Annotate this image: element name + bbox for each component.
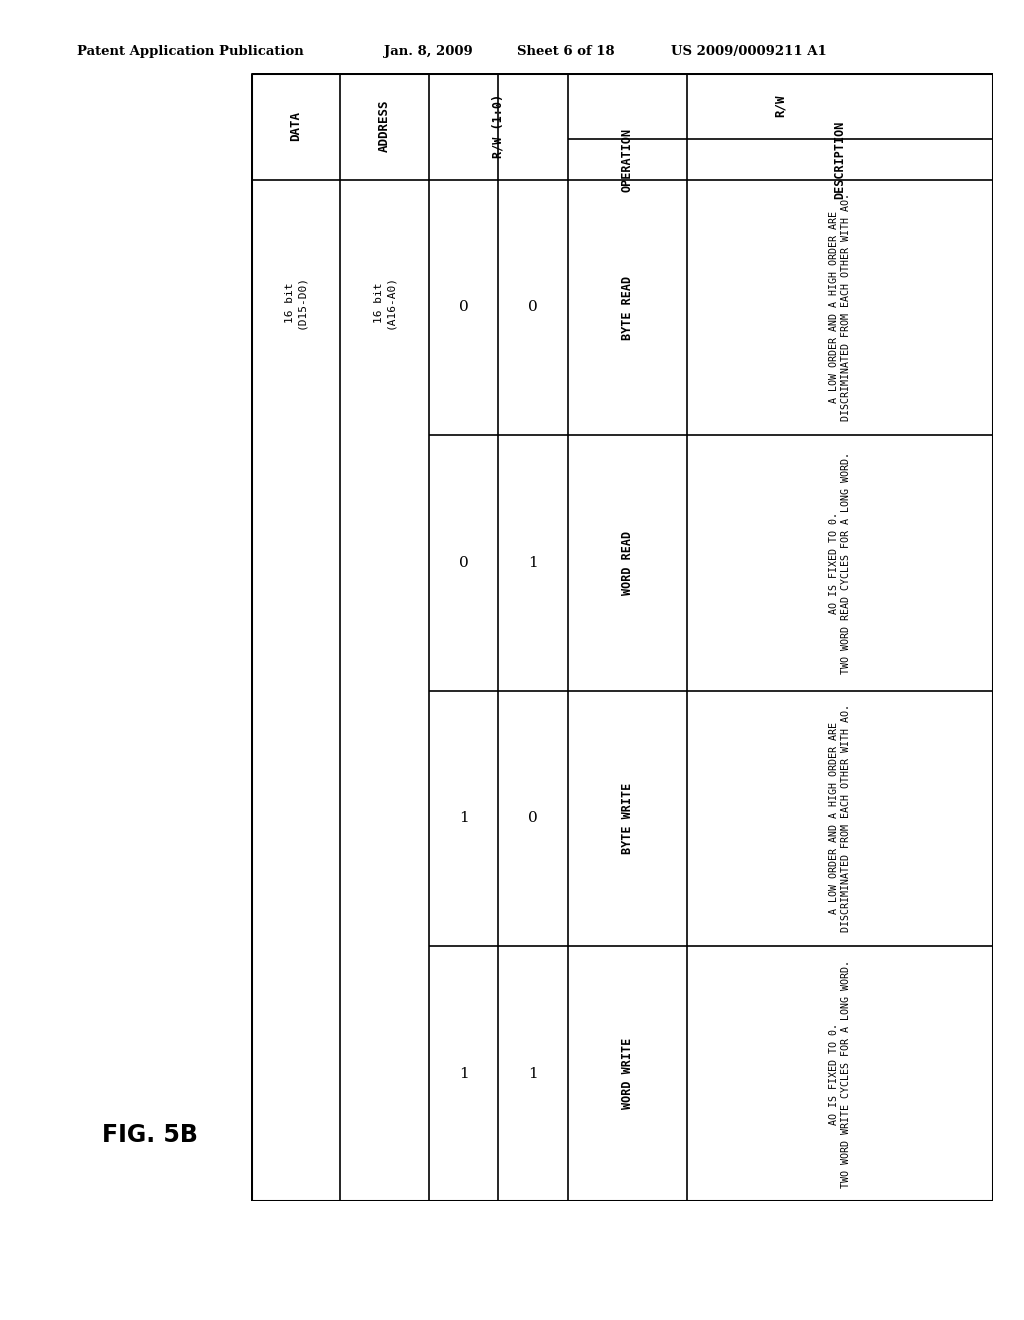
Text: DESCRIPTION: DESCRIPTION	[834, 120, 847, 198]
Text: 0: 0	[528, 812, 538, 825]
Text: 0: 0	[459, 556, 468, 570]
Text: 16 bit
(A16-A0): 16 bit (A16-A0)	[374, 276, 395, 330]
Text: BYTE READ: BYTE READ	[621, 276, 634, 339]
Text: FIG. 5B: FIG. 5B	[102, 1123, 199, 1147]
Text: A LOW ORDER AND A HIGH ORDER ARE
DISCRIMINATED FROM EACH OTHER WITH AO.: A LOW ORDER AND A HIGH ORDER ARE DISCRIM…	[829, 194, 851, 421]
Text: 16 bit
(D15-D0): 16 bit (D15-D0)	[285, 276, 306, 330]
Text: OPERATION: OPERATION	[621, 128, 634, 191]
Text: Patent Application Publication: Patent Application Publication	[77, 45, 303, 58]
Text: A LOW ORDER AND A HIGH ORDER ARE
DISCRIMINATED FROM EACH OTHER WITH AO.: A LOW ORDER AND A HIGH ORDER ARE DISCRIM…	[829, 704, 851, 932]
Text: 1: 1	[459, 812, 468, 825]
Text: 1: 1	[528, 556, 538, 570]
Text: Jan. 8, 2009: Jan. 8, 2009	[384, 45, 473, 58]
Text: 0: 0	[459, 301, 468, 314]
Text: ADDRESS: ADDRESS	[378, 100, 391, 152]
Text: 0: 0	[528, 301, 538, 314]
Text: US 2009/0009211 A1: US 2009/0009211 A1	[671, 45, 826, 58]
Text: AO IS FIXED TO 0.
TWO WORD WRITE CYCLES FOR A LONG WORD.: AO IS FIXED TO 0. TWO WORD WRITE CYCLES …	[829, 960, 851, 1188]
Text: 1: 1	[528, 1067, 538, 1081]
Text: R/W (1:0): R/W (1:0)	[492, 94, 505, 158]
Text: R/W: R/W	[774, 95, 787, 117]
Text: AO IS FIXED TO 0.
TWO WORD READ CYCLES FOR A LONG WORD.: AO IS FIXED TO 0. TWO WORD READ CYCLES F…	[829, 451, 851, 673]
Text: WORD WRITE: WORD WRITE	[621, 1038, 634, 1109]
Text: WORD READ: WORD READ	[621, 531, 634, 595]
Text: Sheet 6 of 18: Sheet 6 of 18	[517, 45, 614, 58]
Text: DATA: DATA	[289, 111, 302, 141]
Text: BYTE WRITE: BYTE WRITE	[621, 783, 634, 854]
Text: 1: 1	[459, 1067, 468, 1081]
